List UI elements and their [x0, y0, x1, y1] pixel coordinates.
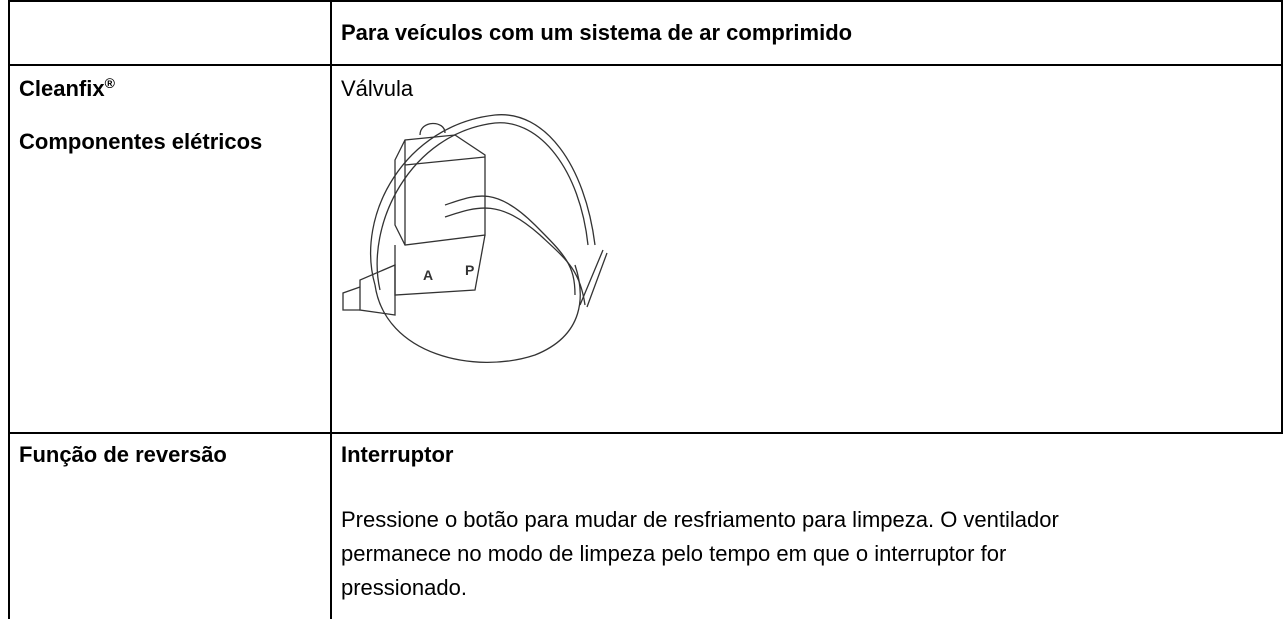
header-right: Para veículos com um sistema de ar compr… — [341, 20, 853, 45]
border-right — [1281, 0, 1283, 434]
port-label: P — [465, 262, 474, 278]
right-text: Pressione o botão para mudar de resfriam… — [341, 507, 1059, 600]
right-title: Válvula — [341, 76, 414, 101]
border-mid — [330, 0, 332, 619]
left-label: Função de reversão — [19, 442, 227, 467]
brand: Cleanfix® — [19, 72, 115, 106]
border-top — [8, 0, 1283, 2]
border-row1 — [8, 64, 1283, 66]
border-left — [8, 0, 10, 619]
right-title: Interruptor — [341, 442, 454, 467]
port-label: A — [423, 267, 433, 283]
valve-illustration: A P — [342, 114, 608, 363]
border-row2 — [8, 432, 1283, 434]
brand-name: Cleanfix — [19, 76, 105, 101]
left-sub: Componentes elétricos — [19, 129, 263, 154]
brand-mark: ® — [104, 75, 115, 91]
